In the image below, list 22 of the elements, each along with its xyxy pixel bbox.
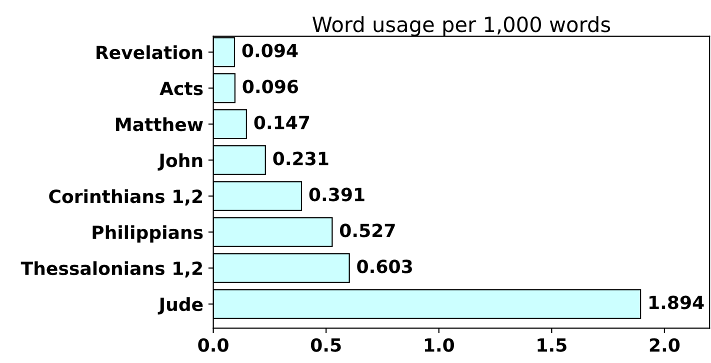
data-label: 0.603 <box>357 260 412 274</box>
y-tick-label: Corinthians 1,2 <box>49 189 202 206</box>
x-tick-label: 0.0 <box>198 338 228 352</box>
chart-title: Word usage per 1,000 words <box>312 16 610 36</box>
x-tick-label: 1.5 <box>538 338 566 352</box>
x-tick-label: 1.0 <box>424 338 454 352</box>
data-label: 0.527 <box>340 224 395 238</box>
y-tick-label: Matthew <box>116 117 203 132</box>
y-tick-label: John <box>158 153 202 171</box>
data-label: 1.894 <box>650 296 704 310</box>
data-label: 0.147 <box>254 116 310 130</box>
y-tick-label: Jude <box>158 297 203 315</box>
y-tick-label: Revelation <box>96 45 202 60</box>
data-label: 0.094 <box>242 44 298 58</box>
x-tick-label: 2.0 <box>650 338 680 352</box>
y-tick-label: Thessalonians 1,2 <box>20 261 202 278</box>
data-label: 0.231 <box>273 152 328 166</box>
data-label: 0.391 <box>309 188 364 202</box>
x-tick-label: 0.5 <box>310 338 341 352</box>
y-tick-label: Philippians <box>92 225 203 243</box>
data-label: 0.096 <box>242 80 298 94</box>
y-tick-label: Acts <box>160 82 203 96</box>
